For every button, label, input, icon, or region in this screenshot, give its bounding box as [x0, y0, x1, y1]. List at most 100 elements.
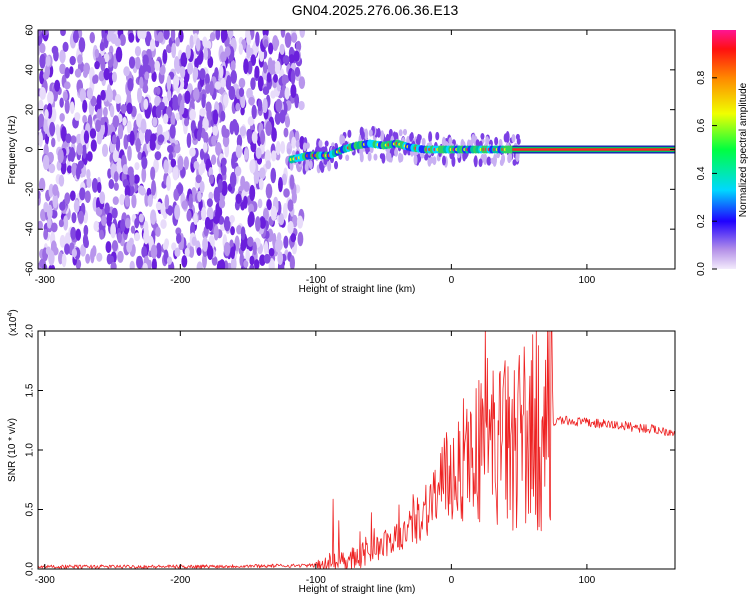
spectrogram-noise-cell [141, 245, 148, 258]
spectrogram-noise-cell [147, 194, 153, 207]
spectrogram-noise-cell [187, 62, 194, 75]
spectrogram-noise-cell [202, 117, 209, 132]
spectrogram-noise-cell [160, 202, 165, 216]
spectrogram-noise-cell [143, 229, 150, 245]
spectrogram-noise-cell [134, 232, 141, 242]
spectrogram-noise-cell [69, 190, 76, 201]
spectrogram-noise-cell [46, 217, 52, 229]
spectrogram-noise-cell [154, 151, 162, 161]
spectrogram-noise-cell [149, 38, 156, 52]
spectrogram-noise-cell [196, 129, 202, 142]
spectrogram-noise-cell [99, 41, 105, 52]
spectrogram-noise-cell [128, 32, 135, 43]
spectrogram-noise-cell [149, 140, 156, 151]
spectrogram-noise-cell [249, 264, 255, 269]
spectrogram-noise-cell [218, 198, 226, 209]
spectrogram-noise-cell [155, 226, 161, 238]
snr-series-line [38, 331, 675, 569]
spectrogram-noise-cell [75, 259, 82, 269]
spectrogram-noise-cell [189, 34, 194, 49]
spectrogram-noise-cell [262, 207, 269, 221]
spectrogram-noise-cell [181, 200, 188, 210]
spectrogram-noise-cell [105, 241, 112, 253]
spectrogram-noise-cell [202, 142, 208, 153]
spectrogram-noise-cell [106, 33, 113, 42]
spectrogram-noise-cell [175, 37, 180, 47]
spectrogram-noise-cell [38, 131, 43, 148]
spectrogram-noise-cell [58, 219, 64, 228]
spectrogram-noise-cell [151, 71, 157, 83]
spectrogram-noise-cell [283, 188, 290, 198]
spectrogram-noise-cell [281, 74, 288, 86]
spectrogram-noise-cell [247, 116, 254, 125]
spectrogram-noise-cell [254, 170, 260, 184]
spectrogram-noise-cell [84, 190, 91, 203]
spectrogram-noise-cell [290, 84, 297, 99]
colorbar-gradient [712, 30, 736, 269]
spectrogram-noise-cell [175, 112, 180, 121]
spectrogram-noise-cell [104, 202, 110, 215]
spectrogram-signal-spread-cell [503, 133, 508, 143]
spectrogram-noise-cell [230, 226, 235, 236]
x-tick-label: 0 [449, 575, 455, 586]
spectrogram-noise-cell [43, 228, 49, 240]
spectrogram-noise-cell [70, 101, 75, 114]
spectrogram-noise-cell [109, 104, 115, 118]
spectrogram-noise-cell [254, 259, 260, 269]
spectrogram-noise-cell [240, 94, 246, 109]
spectrogram-noise-cell [130, 225, 136, 234]
spectrogram-signal-spread-cell [490, 157, 495, 164]
spectrogram-noise-cell [162, 113, 169, 125]
spectrogram-noise-cell [223, 242, 231, 257]
spectrogram-noise-cell [282, 202, 288, 219]
snr-scale-factor: (x104) [7, 309, 19, 336]
spectrogram-noise-cell [110, 223, 117, 239]
spectrogram-signal-spread-cell [347, 129, 352, 138]
spectrogram-noise-cell [128, 56, 136, 69]
spectrogram-noise-cell [80, 244, 87, 257]
spectrogram-noise-cell [152, 117, 158, 127]
spectrogram-noise-cell [220, 30, 226, 44]
spectrogram-noise-cell [199, 148, 205, 160]
spectrogram-y-tick-labels: -60 -40 -20 0 20 40 60 [25, 24, 36, 276]
spectrogram-noise-cell [144, 71, 150, 80]
y-tick-label: 1.0 [25, 443, 36, 457]
spectrogram-noise-cell [71, 212, 77, 224]
spectrogram-noise-cell [177, 183, 184, 195]
spectrogram-noise-cell [77, 210, 84, 224]
spectrogram-noise-cell [226, 74, 232, 91]
spectrogram-signal-spread-cell [345, 154, 350, 162]
spectrogram-noise-cell [188, 245, 195, 258]
spectrogram-noise-cell [114, 37, 121, 47]
spectrogram-noise-cell [90, 139, 97, 152]
x-tick-label: -300 [35, 275, 55, 286]
spectrogram-noise-cell [75, 165, 81, 180]
spectrogram-signal-spread-cell [381, 153, 386, 164]
spectrogram-noise-cell [154, 95, 161, 108]
spectrogram-noise-cell [250, 77, 256, 91]
spectrogram-noise-cell [181, 255, 188, 268]
spectrogram-noise-cell [86, 169, 91, 180]
spectrogram-noise-cell [71, 248, 77, 258]
spectrogram-noise-cell [78, 37, 86, 53]
spectrogram-noise-cell [98, 70, 105, 82]
spectrogram-noise-cell [156, 124, 163, 137]
spectrogram-noise-cell [38, 113, 45, 128]
spectrogram-noise-cell [257, 75, 264, 92]
spectrogram-noise-cell [230, 256, 237, 269]
spectrogram-noise-cell [166, 175, 171, 192]
spectrogram-noise-cell [141, 156, 148, 170]
spectrogram-noise-cell [273, 37, 280, 48]
spectrogram-noise-cell [183, 156, 189, 170]
spectrogram-noise-cell [139, 76, 144, 89]
spectrogram-noise-cell [50, 222, 58, 233]
spectrogram-y-axis-label: Frequency (Hz) [7, 116, 18, 185]
spectrogram-noise-cell [198, 163, 204, 176]
spectrogram-noise-cell [291, 190, 297, 204]
spectrogram-signal-spread-cell [334, 160, 339, 170]
spectrogram-signal-spread-cell [508, 151, 513, 163]
spectrogram-noise-cell [248, 211, 255, 227]
spectrogram-noise-cell [229, 120, 235, 135]
spectrogram-noise-cell [124, 217, 131, 229]
spectrogram-signal-spread-cell [427, 156, 432, 167]
